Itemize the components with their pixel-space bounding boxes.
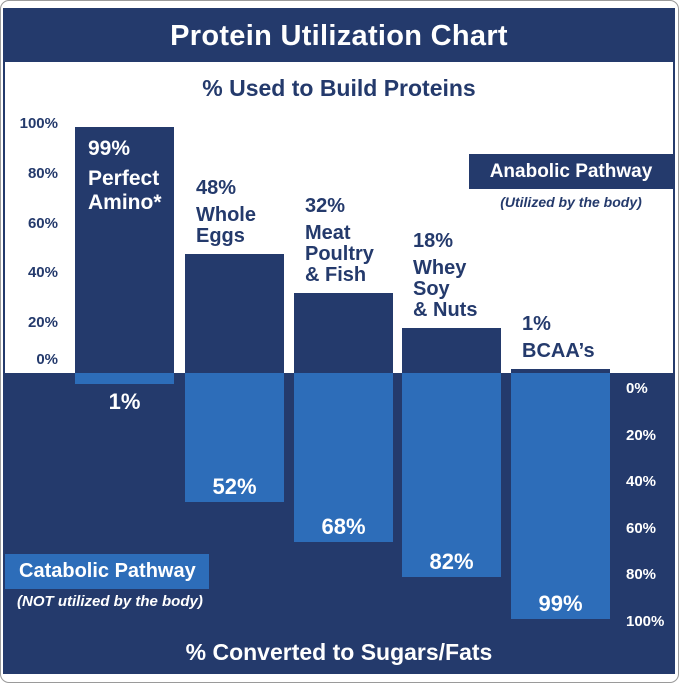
bar-catabolic-5 [511,373,610,619]
bar-anabolic-5 [511,369,610,373]
category-name-line: Perfect [88,166,160,190]
right-axis-tick: 40% [626,473,657,491]
catabolic-legend: Catabolic Pathway [5,554,209,589]
category-name-line: & Fish [305,264,367,287]
bar-anabolic-3 [294,293,393,373]
left-axis-tick: 60% [27,214,58,232]
chart-frame: Protein Utilization Chart % Used to Buil… [3,8,675,674]
category-name-line: Eggs [196,224,245,247]
left-axis-tick: 0% [36,351,58,368]
category-name-line: & Nuts [413,299,478,322]
bottom-axis-title: % Converted to Sugars/Fats [185,639,493,665]
anabolic-value: 18% [413,230,454,253]
anabolic-value: 32% [305,195,346,218]
left-axis-tick: 20% [27,314,58,332]
chart-title: Protein Utilization Chart [170,19,508,52]
top-axis-title: % Used to Build Proteins [202,75,476,101]
right-axis-tick: 80% [626,566,657,584]
category-name-line: BCAA’s [522,340,595,362]
category-name-line: Soy [413,278,450,301]
bar-label-2: 48% Whole Eggs [196,176,256,247]
bar-label-5: 1% BCAA’s [522,314,595,362]
right-axis-tick: 100% [626,613,665,630]
bar-catabolic-2 [185,373,284,503]
anabolic-value: 1% [522,313,551,335]
bar-catabolic-3 [294,373,393,542]
right-axis-tick: 20% [626,426,657,444]
chart-header: Protein Utilization Chart [5,10,673,62]
bar-anabolic-1 [75,126,174,373]
catabolic-value-5: 99% [538,591,583,616]
catabolic-value-3: 68% [321,513,366,539]
category-name-line: Whole [196,203,256,226]
bar-catabolic-1 [75,373,174,384]
plot-area: % Used to Build Proteins Anabolic Pathwa… [5,62,673,672]
category-name-line: Amino* [88,190,162,214]
anabolic-value: 99% [88,136,131,160]
anabolic-value: 48% [196,176,237,199]
category-name-line: Meat [305,222,351,245]
bar-catabolic-4 [402,373,501,577]
catabolic-value-4: 82% [429,548,474,574]
bar-label-3: 32% Meat Poultry & Fish [305,196,374,286]
right-axis-tick: 0% [626,380,648,397]
category-name-line: Whey [413,257,467,280]
right-axis-tick: 60% [626,519,657,537]
bar-anabolic-2 [185,253,284,373]
category-name-line: Poultry [305,243,374,266]
left-axis-tick: 100% [19,115,58,132]
catabolic-legend-label: Catabolic Pathway [19,560,196,582]
left-axis-tick: 40% [27,264,58,282]
bar-label-1: 99% Perfect Amino* [88,137,162,215]
catabolic-legend-caption: (NOT utilized by the body) [17,593,203,610]
bar-anabolic-4 [402,328,501,373]
bar-label-4: 18% Whey Soy & Nuts [413,231,477,321]
catabolic-value-1: 1% [108,389,141,414]
anabolic-legend-caption: (Utilized by the body) [500,194,642,210]
anabolic-legend: Anabolic Pathway [469,154,673,189]
anabolic-legend-label: Anabolic Pathway [489,160,653,182]
left-axis-tick: 80% [27,164,58,182]
catabolic-value-2: 52% [212,474,257,500]
